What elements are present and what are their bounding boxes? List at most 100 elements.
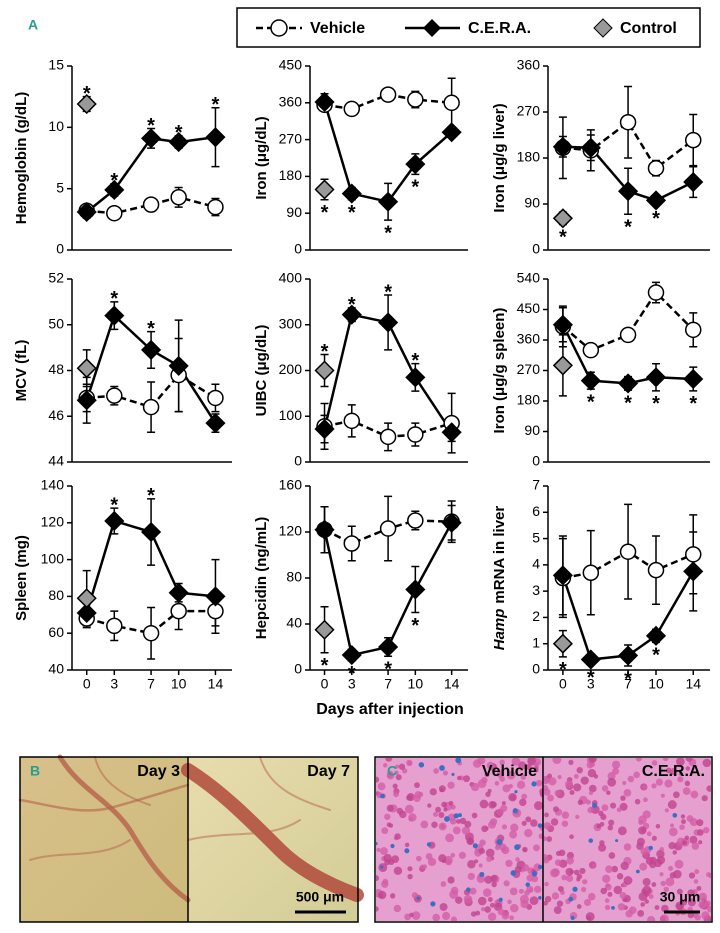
legend-label: C.E.R.A.: [468, 20, 531, 37]
iron-deposit: [380, 865, 384, 869]
cell: [627, 775, 635, 783]
cell: [698, 840, 703, 845]
cell: [393, 791, 399, 798]
cell: [610, 802, 617, 809]
cell: [682, 840, 687, 846]
cell: [385, 758, 393, 762]
cell: [497, 908, 505, 916]
cell: [544, 856, 550, 864]
cell: [455, 896, 463, 904]
y-tick-label: 180: [517, 392, 541, 408]
cell: [383, 853, 392, 863]
cell: [509, 915, 515, 921]
cell: [669, 872, 677, 879]
y-tick-label: 540: [517, 270, 541, 286]
significance-marker: *: [411, 177, 419, 199]
cell: [656, 849, 665, 859]
cell: [611, 865, 619, 873]
cell: [634, 798, 641, 805]
cell: [501, 824, 508, 830]
cell: [579, 867, 586, 875]
cell: [544, 822, 552, 830]
point: [343, 100, 361, 118]
cell: [464, 820, 472, 828]
cell: [598, 810, 604, 817]
y-tick-label: 450: [517, 300, 541, 316]
cell: [445, 833, 454, 843]
cell: [381, 827, 389, 835]
cell: [665, 877, 675, 887]
cell: [589, 761, 596, 768]
y-tick-label: 450: [279, 57, 303, 73]
iron-deposit: [496, 839, 503, 846]
y-axis-title-rest: mRNA in liver: [491, 506, 508, 604]
y-tick-label: 10: [48, 118, 64, 134]
cell: [646, 831, 652, 837]
cell: [702, 758, 711, 768]
cell: [459, 817, 467, 825]
x-tick-label: 10: [171, 676, 187, 692]
point: [580, 370, 601, 391]
point: [76, 602, 97, 624]
point: [407, 426, 424, 443]
significance-marker: *: [624, 392, 632, 414]
y-tick-label: 100: [41, 550, 65, 566]
cell: [534, 801, 543, 811]
significance-marker: *: [587, 667, 595, 689]
y-tick-label: 180: [279, 167, 303, 183]
chart: 0 40 80 120 160 0 3 7 10 14 Hepcidin (ng/mL) * * * *: [253, 477, 468, 692]
cell: [638, 892, 648, 902]
cell: [686, 815, 694, 822]
cell: [481, 825, 489, 833]
y-axis-title: Iron (μg/dL): [253, 116, 270, 199]
cell: [554, 789, 561, 797]
cell: [427, 803, 432, 808]
x-tick-label: 0: [321, 676, 329, 692]
point: [205, 127, 226, 148]
cell: [642, 877, 651, 887]
cell: [415, 855, 422, 862]
cell: [439, 788, 444, 793]
significance-marker: *: [348, 294, 356, 316]
cell: [508, 793, 517, 802]
cell: [638, 826, 647, 835]
cell: [654, 905, 660, 911]
cell: [604, 904, 611, 911]
significance-marker: *: [321, 341, 329, 363]
point: [142, 624, 160, 642]
cell: [379, 847, 388, 856]
cell: [706, 906, 711, 913]
point: [76, 201, 97, 223]
cell: [450, 916, 458, 921]
cell: [479, 799, 489, 809]
y-axis-title-italic: Hamp: [491, 609, 508, 651]
cell: [577, 799, 584, 806]
cell: [496, 808, 504, 816]
significance-marker: *: [110, 170, 118, 192]
cell: [491, 881, 497, 888]
y-tick-label: 44: [48, 453, 64, 469]
cell: [664, 779, 673, 788]
cell: [411, 911, 421, 920]
legend-marker: [423, 19, 441, 37]
point: [170, 189, 187, 206]
cell: [384, 813, 391, 820]
cell: [551, 892, 560, 900]
significance-marker: *: [411, 350, 419, 372]
iron-deposit: [472, 843, 478, 849]
cell: [376, 875, 380, 882]
x-tick-label: 10: [408, 676, 424, 692]
point: [645, 190, 667, 211]
cell: [409, 912, 414, 918]
cell: [676, 888, 683, 895]
cell: [486, 761, 495, 770]
cell: [427, 857, 437, 867]
cell: [596, 823, 601, 829]
y-tick-label: 200: [279, 361, 303, 377]
iron-deposit: [466, 887, 471, 892]
cell: [388, 823, 394, 828]
iron-deposit: [570, 915, 575, 921]
cell: [456, 775, 462, 781]
point: [618, 645, 639, 666]
y-tick-label: 90: [524, 422, 540, 438]
